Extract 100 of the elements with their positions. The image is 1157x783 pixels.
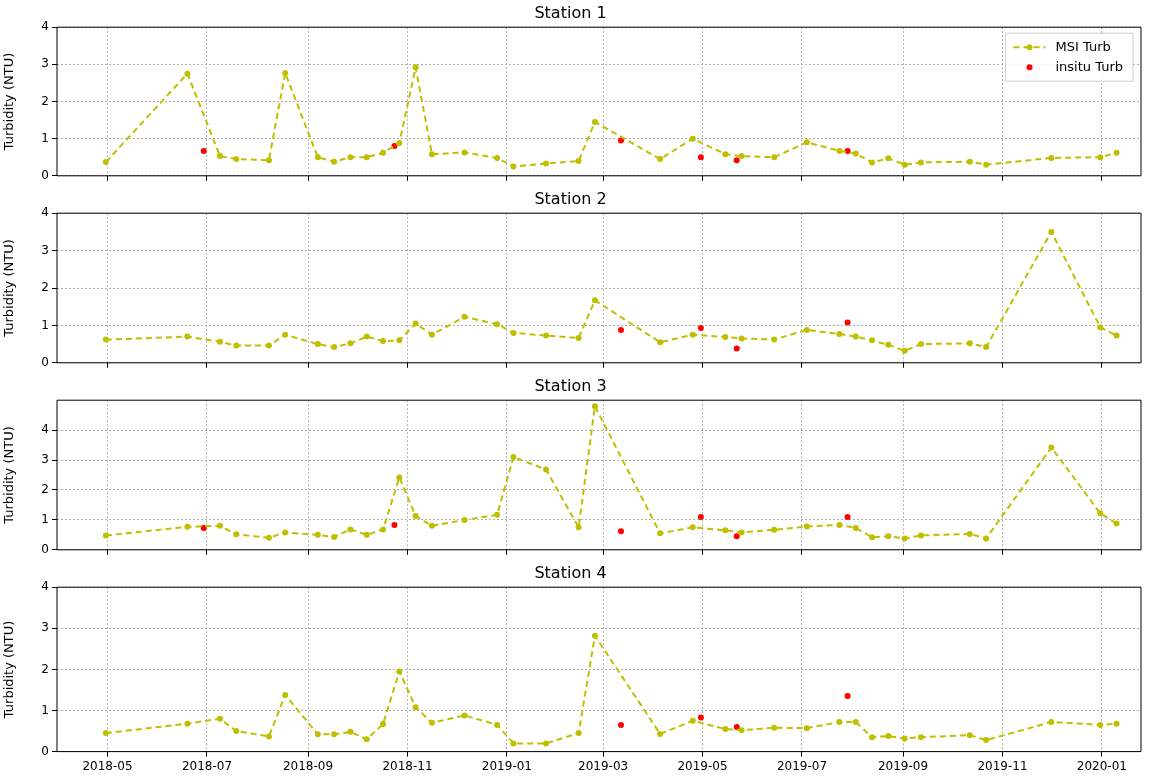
point [836,147,843,154]
point [591,297,598,304]
point [1113,520,1120,527]
point [697,513,704,520]
point [363,154,370,161]
point [428,719,435,726]
point [396,337,403,344]
point [618,326,625,333]
point [396,668,403,675]
point [722,333,729,340]
point [618,721,625,728]
point [184,70,191,77]
point [869,337,876,344]
point [722,151,729,158]
point [1113,149,1120,156]
legend-label: MSI Turb [1055,38,1111,54]
point [803,326,810,333]
y-tick-label: 0 [41,743,49,758]
point [200,147,207,154]
point [885,155,892,162]
point [380,721,387,728]
point [852,524,859,531]
x-tick-label: 2019-03 [578,758,629,773]
point [331,533,338,540]
point [733,533,740,540]
y-tick-label: 0 [41,541,49,556]
point [412,64,419,71]
point [494,511,501,518]
chart-title: Station 4 [534,562,607,582]
point [966,530,973,537]
point [233,342,240,349]
point [314,341,321,348]
y-axis-title: Turbidity (NTU) [1,620,17,720]
point [689,135,696,142]
x-tick-label: 2018-11 [382,758,433,773]
x-tick-label: 2019-09 [877,758,929,773]
point [265,342,272,349]
point [803,725,810,732]
point [885,533,892,540]
point [428,151,435,158]
point [1048,444,1055,451]
point [217,338,224,345]
point [331,731,338,738]
point [618,528,625,535]
y-axis-title: Turbidity (NTU) [1,426,17,525]
point [738,529,745,536]
point [657,156,664,163]
point [575,524,582,531]
x-tick-label: 2019-07 [776,758,828,773]
point [510,329,517,336]
point [494,721,501,728]
point [461,712,468,719]
point [233,156,240,163]
point [494,154,501,161]
point [689,717,696,724]
point [575,335,582,342]
point [697,154,704,161]
point [347,154,354,161]
point [412,704,419,711]
point [852,333,859,340]
point [102,532,109,539]
point [265,157,272,164]
point [412,320,419,327]
y-tick-label: 1 [41,702,49,717]
point [428,522,435,529]
point [461,313,468,320]
point [347,526,354,533]
point [738,335,745,342]
point [282,69,289,76]
point [844,693,851,700]
y-axis-title: Turbidity (NTU) [1,239,17,338]
point [733,157,740,164]
point [102,336,109,343]
point [983,737,990,744]
point [689,524,696,531]
point [917,341,924,348]
point [771,526,778,533]
y-tick-label: 4 [41,579,49,594]
y-tick-label: 1 [41,512,49,527]
point [1113,332,1120,339]
point [803,139,810,146]
point [869,534,876,541]
y-tick-label: 0 [41,167,49,182]
point [733,345,740,352]
point [917,734,924,741]
point [575,157,582,164]
point [697,714,704,721]
point [265,534,272,541]
point [917,532,924,539]
point [396,474,403,481]
point [233,531,240,538]
point [314,154,321,161]
point [869,159,876,166]
legend-label: insitu Turb [1055,58,1124,74]
point [265,733,272,740]
point [575,730,582,737]
point [836,331,843,337]
point [966,158,973,165]
point [363,531,370,538]
x-tick-label: 2018-09 [282,758,334,773]
